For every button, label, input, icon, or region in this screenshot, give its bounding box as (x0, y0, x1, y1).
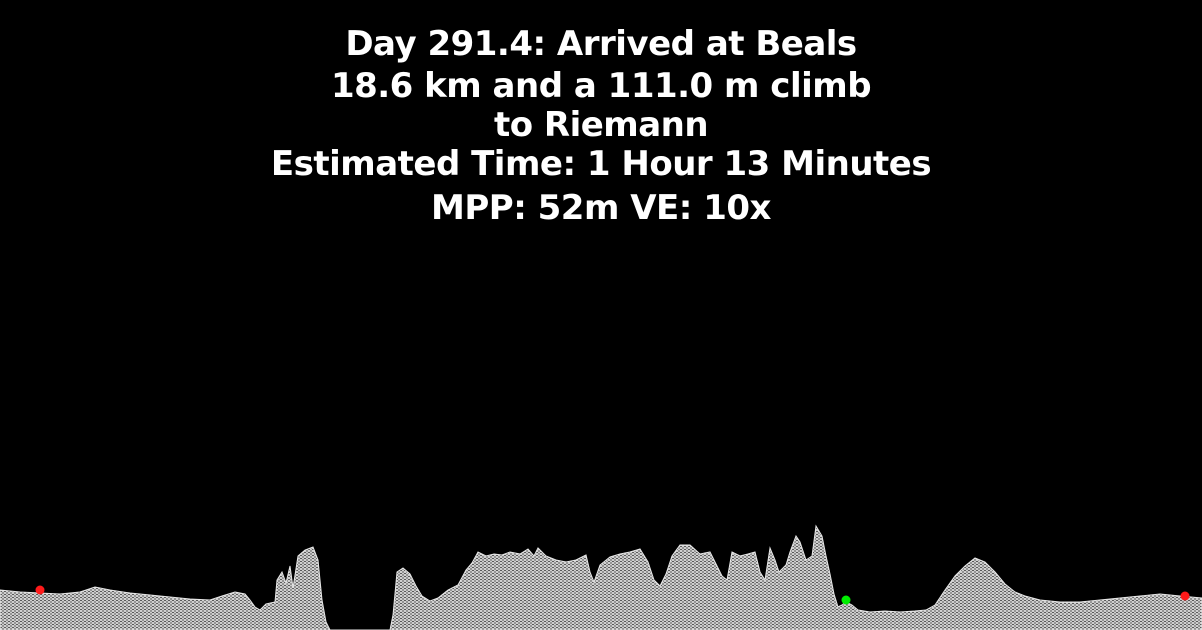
current-position-marker (841, 595, 851, 605)
arrival-title: Day 291.4: Arrived at Beals (345, 24, 857, 64)
route-info-header: Day 291.4: Arrived at Beals 18.6 km and … (0, 22, 1202, 228)
scale-info-text: MPP: 52m VE: 10x (431, 188, 771, 228)
start-marker (35, 585, 45, 595)
terrain-silhouette (0, 524, 1202, 630)
estimated-time-text: Estimated Time: 1 Hour 13 Minutes (270, 144, 932, 184)
destination-marker (1180, 591, 1190, 601)
destination-text: to Riemann (493, 105, 709, 145)
distance-climb-text: 18.6 km and a 111.0 m climb (330, 66, 872, 106)
